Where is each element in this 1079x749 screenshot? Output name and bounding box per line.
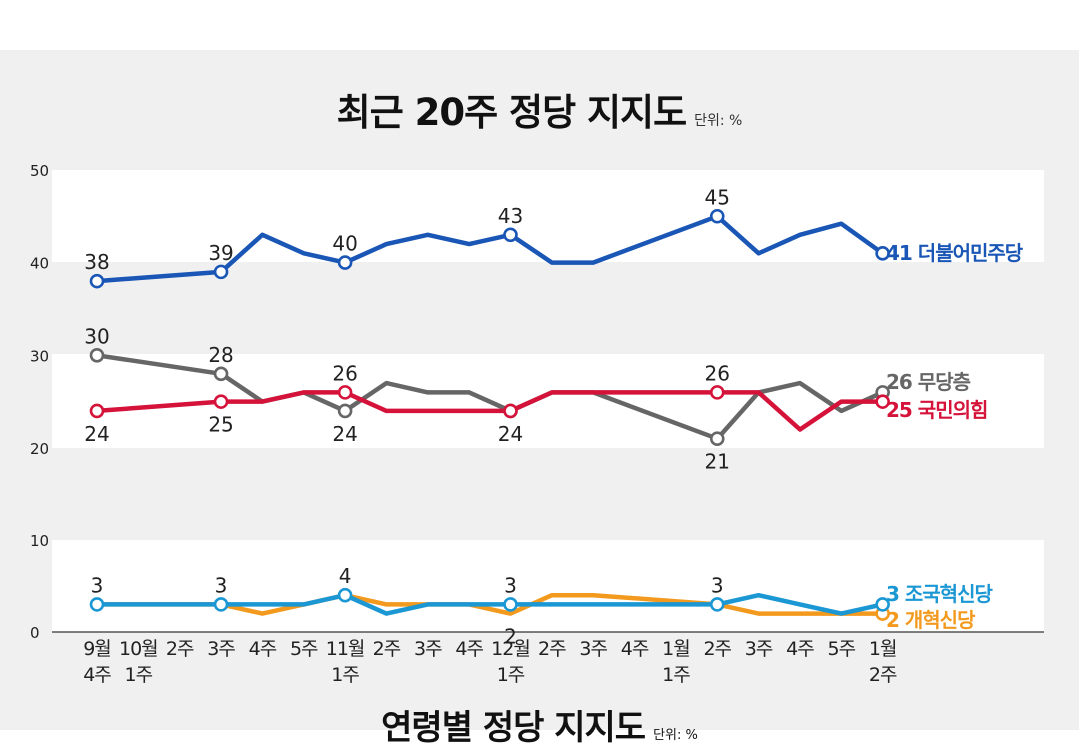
y-tick-label: 30 xyxy=(30,347,49,365)
series-line-조국혁신당 xyxy=(94,592,885,616)
series-end-label-개혁신당: 2 개혁신당 xyxy=(886,608,976,632)
data-point-조국혁신당 xyxy=(875,597,890,612)
x-tick-label: 5주 xyxy=(290,638,318,660)
data-label-국민의힘: 24 xyxy=(498,422,523,446)
data-label-국민의힘: 25 xyxy=(208,413,233,437)
y-tick-label: 20 xyxy=(30,440,49,458)
data-label-조국혁신당: 3 xyxy=(711,573,724,597)
data-point-조국혁신당 xyxy=(337,587,353,603)
data-label-무당층: 28 xyxy=(208,343,233,367)
data-label-국민의힘: 24 xyxy=(84,422,109,446)
chart-title: 최근 20주 정당 지지도 xyxy=(336,91,687,134)
x-tick-label: 11월 1주 xyxy=(326,638,365,686)
data-label-개혁신당: 2 xyxy=(504,625,517,649)
data-label-국민의힘: 26 xyxy=(332,361,357,385)
x-tick-label: 2주 xyxy=(703,638,731,660)
x-tick-label: 10월 1주 xyxy=(119,638,158,686)
series-line-국민의힘 xyxy=(94,390,885,432)
series-end-label-더불어민주당: 41 더불어민주당 xyxy=(886,241,1024,265)
data-point-조국혁신당 xyxy=(213,597,229,612)
data-label-조국혁신당: 3 xyxy=(91,573,104,597)
data-label-조국혁신당: 3 xyxy=(504,573,517,597)
data-point-더불어민주당 xyxy=(709,208,725,224)
series-line-개혁신당 xyxy=(94,592,885,616)
data-point-무당층 xyxy=(89,347,105,363)
data-point-국민의힘 xyxy=(709,385,725,400)
data-label-무당층: 21 xyxy=(705,450,730,474)
band-40-50 xyxy=(52,170,1044,262)
x-tick-label: 4주 xyxy=(621,638,649,660)
y-tick-label: 0 xyxy=(30,624,40,642)
data-point-더불어민주당 xyxy=(503,227,518,243)
data-label-더불어민주당: 43 xyxy=(498,204,523,228)
data-point-국민의힘 xyxy=(213,394,229,409)
next-chart-unit: 단위: % xyxy=(653,728,698,743)
data-label-조국혁신당: 3 xyxy=(215,573,228,597)
x-tick-label: 1월 2주 xyxy=(869,638,897,686)
data-point-더불어민주당 xyxy=(875,246,890,261)
data-label-무당층: 30 xyxy=(84,324,109,348)
y-tick-label: 50 xyxy=(30,162,49,180)
data-point-국민의힘 xyxy=(503,403,518,419)
x-tick-label: 12월 1주 xyxy=(491,638,530,686)
x-tick-label: 2주 xyxy=(373,638,401,660)
data-point-더불어민주당 xyxy=(89,273,105,289)
data-point-국민의힘 xyxy=(89,403,105,419)
line-chart: 0 10 20 30 40 50 9월 4주 10월 1주 2주 3주 4주 5주 11월 1주 2주 3주 4주 1… xyxy=(30,162,1044,686)
chart-unit: 단위: % xyxy=(694,113,743,129)
series-end-label-국민의힘: 25 국민의힘 xyxy=(886,398,987,422)
x-tick-label: 2주 xyxy=(166,638,194,660)
data-point-무당층 xyxy=(709,431,725,447)
x-tick-label: 4주 xyxy=(786,638,814,660)
data-label-더불어민주당: 45 xyxy=(705,185,730,209)
data-point-더불어민주당 xyxy=(337,255,353,270)
data-label-더불어민주당: 40 xyxy=(332,232,357,256)
data-label-더불어민주당: 39 xyxy=(208,241,233,265)
data-point-더불어민주당 xyxy=(213,264,229,280)
data-point-국민의힘 xyxy=(337,385,353,400)
y-tick-label: 10 xyxy=(30,532,49,550)
x-tick-label: 1월 1주 xyxy=(662,638,690,686)
data-label-무당층: 24 xyxy=(332,422,357,446)
data-point-무당층 xyxy=(213,366,229,382)
data-label-국민의힘: 26 xyxy=(705,361,730,385)
x-tick-label: 5주 xyxy=(828,638,856,660)
data-label-더불어민주당: 38 xyxy=(84,250,109,274)
data-point-조국혁신당 xyxy=(89,597,105,612)
x-tick-label: 2주 xyxy=(538,638,566,660)
x-tick-label: 3주 xyxy=(745,638,773,660)
data-point-국민의힘 xyxy=(875,394,890,409)
y-tick-label: 40 xyxy=(30,255,49,273)
x-tick-label: 3주 xyxy=(414,638,442,660)
data-point-조국혁신당 xyxy=(709,597,725,612)
series-end-label-조국혁신당: 3 조국혁신당 xyxy=(886,582,993,606)
x-tick-label: 3주 xyxy=(579,638,607,660)
x-tick-label: 9월 4주 xyxy=(83,638,111,686)
x-tick-label: 4주 xyxy=(249,638,277,660)
series-line-더불어민주당 xyxy=(94,214,885,284)
data-point-조국혁신당 xyxy=(503,597,518,612)
next-chart-title: 연령별 정당 지지도 xyxy=(381,708,646,748)
data-label-조국혁신당: 4 xyxy=(339,564,352,588)
x-tick-label: 4주 xyxy=(455,638,483,660)
series-end-label-무당층: 26 무당층 xyxy=(886,370,971,394)
data-point-무당층 xyxy=(337,403,353,419)
x-tick-label: 3주 xyxy=(207,638,235,660)
